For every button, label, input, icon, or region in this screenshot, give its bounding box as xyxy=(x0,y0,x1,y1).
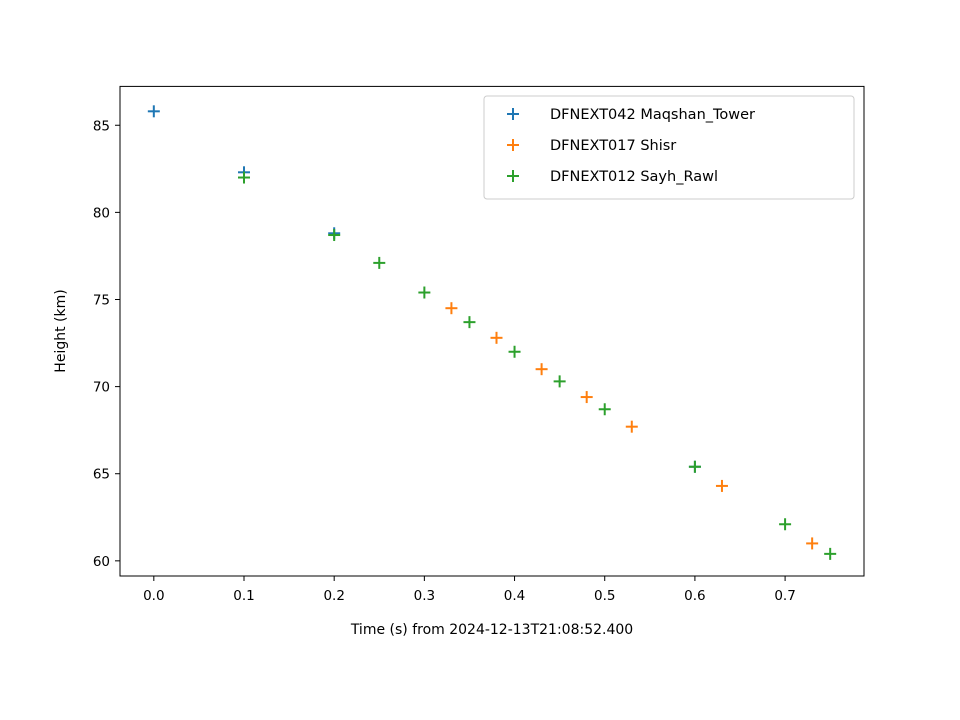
legend-marker xyxy=(507,108,519,120)
data-point-series-2 xyxy=(580,391,593,404)
data-point-series-2 xyxy=(806,537,819,550)
data-point-series-3 xyxy=(688,460,701,473)
data-point-series-3 xyxy=(238,171,250,184)
data-point-series-2 xyxy=(625,420,638,433)
y-tick-label: 85 xyxy=(93,118,110,134)
data-point-series-3 xyxy=(553,375,566,388)
x-tick-label: 0.2 xyxy=(323,588,344,604)
y-axis: 60 65 70 75 80 85 xyxy=(93,118,120,570)
data-point-series-3 xyxy=(328,229,341,242)
data-point-series-1 xyxy=(147,105,160,118)
x-tick-label: 0.4 xyxy=(504,588,525,604)
x-axis: 0.0 0.1 0.2 0.3 0.4 0.5 0.6 0.7 xyxy=(143,576,796,604)
y-axis-label: Height (km) xyxy=(53,289,69,372)
data-point-series-3 xyxy=(463,316,476,329)
data-point-series-3 xyxy=(418,286,431,299)
data-point-series-2 xyxy=(445,302,458,315)
data-point-series-3 xyxy=(779,518,792,531)
legend-box xyxy=(483,95,855,200)
data-point-series-3 xyxy=(373,256,386,269)
x-tick-label: 0.1 xyxy=(233,588,254,604)
x-tick-label: 0.5 xyxy=(594,588,615,604)
legend-marker xyxy=(507,139,519,151)
legend: DFNEXT042 Maqshan_Tower DFNEXT017 Shisr DF… xyxy=(483,95,855,200)
x-tick-label: 0.6 xyxy=(684,588,705,604)
x-axis-label: Time (s) from 2024-12-13T21:08:52.400 xyxy=(350,622,633,638)
x-tick-label: 0.3 xyxy=(414,588,435,604)
legend-label: DFNEXT012 Sayh_Rawl xyxy=(550,169,718,185)
legend-label: DFNEXT017 Shisr xyxy=(550,138,676,154)
data-point-series-3 xyxy=(598,403,611,416)
y-tick-label: 60 xyxy=(93,554,110,570)
plot-frame xyxy=(119,85,865,577)
y-tick-label: 65 xyxy=(93,467,110,483)
data-point-series-2 xyxy=(535,363,548,376)
legend-label: DFNEXT042 Maqshan_Tower xyxy=(550,107,755,123)
y-tick-label: 70 xyxy=(93,380,110,396)
data-point-series-3 xyxy=(824,547,837,560)
data-point-series-2 xyxy=(490,331,503,344)
plot-marks xyxy=(147,105,837,560)
legend-marker xyxy=(507,170,519,182)
x-tick-label: 0.7 xyxy=(774,588,795,604)
y-tick-label: 80 xyxy=(93,205,110,221)
data-point-series-2 xyxy=(715,479,728,492)
data-point-series-3 xyxy=(508,345,521,358)
x-tick-label: 0.0 xyxy=(143,588,164,604)
y-tick-label: 75 xyxy=(93,292,110,308)
